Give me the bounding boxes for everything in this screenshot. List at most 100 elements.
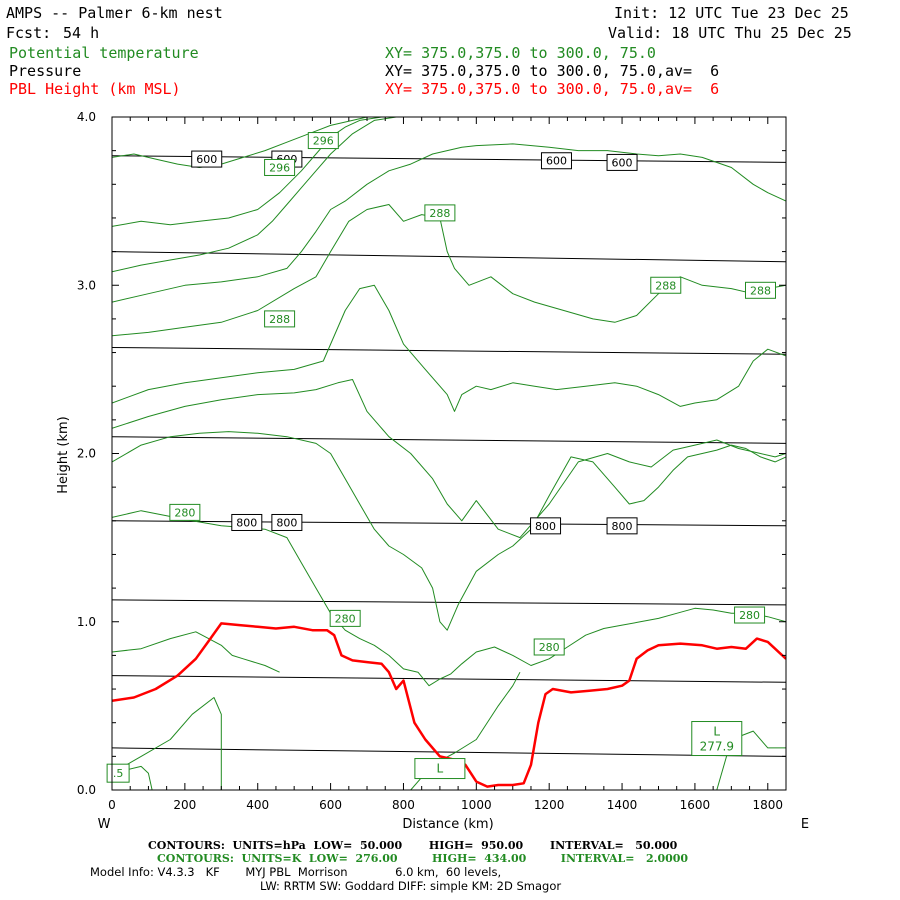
pressure-contour-6 [112,675,786,683]
x-tick-label-5: 1000 [461,798,492,812]
svg-text:600: 600 [612,156,633,169]
x-tick-label-9: 1800 [753,798,784,812]
theta-label-8: 296 [307,132,339,150]
x-tick-label-6: 1200 [534,798,565,812]
x-tick-label-0: 0 [108,798,116,812]
y-tick-label-4: 4.0 [77,110,96,124]
svg-text:288: 288 [750,284,771,297]
svg-text:L: L [713,725,720,739]
theta-label-11: 288 [650,276,682,294]
forecast-hour: 54 h [63,24,100,42]
legend-xy-pbl: XY= 375.0,375.0 to 300.0, 75.0,av= 6 [385,80,720,98]
y-axis-label: Height (km) [56,416,71,493]
theta-contours [112,117,786,790]
svg-text:800: 800 [612,520,633,533]
x-tick-label-3: 600 [319,798,342,812]
y-tick-label-0: 0.0 [77,783,96,797]
pbl-height-line [112,622,786,788]
y-tick-label-3: 3.0 [77,278,96,292]
x-tick-label-2: 400 [246,798,269,812]
theta-label-17: 280 [734,606,766,624]
svg-text:600: 600 [196,153,217,166]
footer-model-info: Model Info: V4.3.3 KF MYJ PBL Morrison 6… [90,865,502,879]
pressure-label-6: 800 [530,517,562,535]
cross-section-chart: 600 600 600 600 800 800 800 800 296 296 288 288 288 2… [56,110,809,832]
pressure-label-4: 800 [231,513,263,531]
pressure-label-2: 600 [540,152,572,170]
theta-label-14: 280 [169,503,201,521]
theta-contour-9 [112,117,368,168]
y-tick-label-1: 1.0 [77,615,96,629]
pressure-label-3: 600 [606,153,638,171]
pressure-contours [112,155,786,757]
theta-contour-0 [112,631,280,673]
theta-contour-3 [112,379,786,539]
svg-text:288: 288 [655,279,676,292]
pressure-label-0: 600 [191,150,223,168]
x-tick-label-7: 1400 [607,798,638,812]
valid-time: Valid: 18 UTC Thu 25 Dec 25 [608,24,852,42]
pressure-contour-7 [112,747,786,757]
theta-contour-5 [112,204,786,337]
plot-frame: 0 200 400 600 800 1000 1200 1400 1600 1800 0.0 1.0 2… [77,110,787,812]
svg-text:600: 600 [546,155,567,168]
forecast-label: Fcst: [6,24,52,42]
svg-text:296: 296 [269,161,290,174]
theta-contour-7 [112,117,397,273]
theta-contour-6 [112,143,786,303]
pressure-contour-0 [112,155,786,163]
svg-text:280: 280 [539,641,560,654]
theta-label-16: 280 [533,638,565,656]
svg-text:280: 280 [174,506,195,519]
theta-contour-13 [112,697,222,790]
legend-field-pressure: Pressure [9,62,82,80]
x-axis-label: Distance (km) [402,817,493,832]
contour-labels: 6006006006008008008008002962962882882882… [106,132,776,783]
pressure-contour-3 [112,436,786,444]
edge-label-0: .5 [106,763,130,783]
svg-text:296: 296 [313,135,334,148]
west-label: W [98,817,111,832]
pressure-contour-2 [112,347,786,355]
pressure-contour-5 [112,599,786,606]
theta-label-10: 288 [424,204,456,222]
footer-physics: LW: RRTM SW: Goddard DIFF: simple KM: 2D… [260,879,562,893]
svg-text:288: 288 [429,207,450,220]
legend-xy-pressure: XY= 375.0,375.0 to 300.0, 75.0,av= 6 [385,62,720,80]
footer-contours-theta: CONTOURS: UNITS=K LOW= 276.00 HIGH= 434.… [157,852,689,865]
east-label: E [801,817,809,832]
theta-contour-12 [716,730,786,790]
legend-field-theta: Potential temperature [9,44,199,62]
svg-text:800: 800 [236,516,257,529]
svg-text:800: 800 [535,520,556,533]
legend-field-pbl: PBL Height (km MSL) [9,80,181,98]
svg-text:L: L [437,762,444,776]
theta-contour-4 [112,284,786,412]
theta-contour-8 [112,117,382,227]
theta-contour-1 [112,510,786,687]
x-tick-label-1: 200 [173,798,196,812]
theta-label-9: 296 [264,158,296,176]
pressure-label-5: 800 [271,513,303,531]
svg-text:277.9: 277.9 [700,740,734,754]
chart-title: AMPS -- Palmer 6-km nest [6,4,223,22]
x-tick-label-8: 1600 [680,798,711,812]
theta-label-12: 288 [744,281,776,299]
init-time: Init: 12 UTC Tue 23 Dec 25 [614,4,849,22]
svg-text:800: 800 [276,516,297,529]
svg-text:280: 280 [335,612,356,625]
svg-text:.5: .5 [113,767,124,780]
legend-xy-theta: XY= 375.0,375.0 to 300.0, 75.0 [385,44,656,62]
svg-text:280: 280 [739,609,760,622]
y-tick-label-2: 2.0 [77,447,96,461]
theta-contour-2 [112,431,786,631]
x-tick-label-4: 800 [392,798,415,812]
pressure-contour-4 [112,520,786,527]
theta-label-15: 280 [329,609,361,627]
svg-text:288: 288 [269,313,290,326]
pressure-label-7: 800 [606,517,638,535]
pbl-line [112,622,786,788]
low-label-1: L [414,758,466,780]
theta-label-13: 288 [264,310,296,328]
